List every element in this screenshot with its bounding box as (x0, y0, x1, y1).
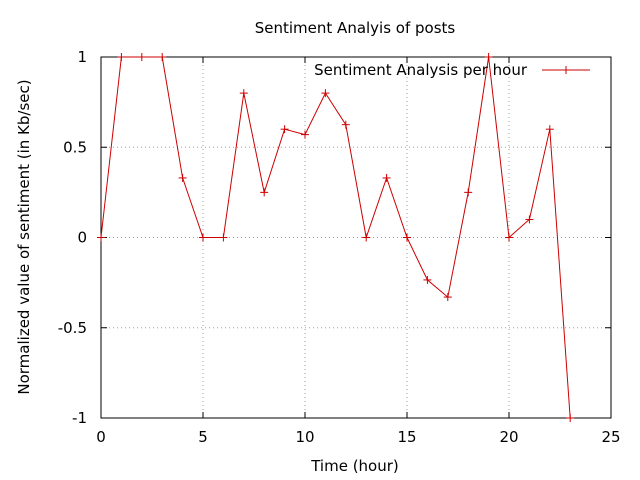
legend-label: Sentiment Analysis per hour (314, 61, 528, 79)
data-point-marker (280, 125, 289, 134)
data-point-marker (219, 233, 228, 242)
y-tick-label: -1 (72, 409, 87, 427)
data-point-marker (566, 414, 575, 422)
y-tick-label: 1 (77, 48, 87, 66)
legend-marker (562, 66, 570, 74)
x-tick-label: 10 (295, 428, 314, 446)
data-point-marker (362, 233, 371, 242)
x-tick-label: 5 (198, 428, 208, 446)
data-point-marker (464, 188, 473, 197)
data-point-marker (403, 233, 411, 242)
x-tick-label: 20 (499, 428, 518, 446)
data-point-marker (382, 173, 391, 182)
data-point-marker (199, 233, 207, 242)
x-axis-label: Time (hour) (310, 457, 399, 475)
x-tick-label: 25 (601, 428, 620, 446)
y-tick-label: 0.5 (63, 138, 87, 156)
y-tick-label: -0.5 (58, 319, 87, 337)
data-point-marker (97, 233, 105, 242)
data-point-marker (260, 188, 269, 197)
x-tick-label: 15 (397, 428, 416, 446)
series-line (100, 56, 571, 419)
data-point-marker (341, 120, 350, 129)
data-point-marker (117, 53, 126, 61)
data-point-marker (484, 53, 493, 61)
data-point-marker (525, 215, 534, 224)
data-point-marker (545, 125, 554, 134)
data-point-marker (178, 173, 187, 182)
data-point-marker (239, 89, 248, 98)
x-tick-label: 0 (96, 428, 106, 446)
data-point-marker (505, 233, 513, 242)
data-point-marker (158, 53, 167, 61)
y-tick-label: 0 (77, 229, 87, 247)
series-layer (97, 53, 575, 422)
data-point-marker (301, 130, 309, 139)
ticks-layer: 0 5 10 15 20 25 -1 -0.5 0 0.5 1 (58, 48, 621, 446)
data-point-marker (423, 275, 432, 284)
data-point-marker (137, 53, 146, 61)
data-point-marker (321, 89, 330, 98)
chart-title: Sentiment Analyis of posts (255, 19, 456, 37)
data-point-marker (443, 293, 452, 302)
legend: Sentiment Analysis per hour (314, 61, 590, 79)
grid-layer (101, 57, 611, 418)
y-axis-label: Normalized value of sentiment (in Kb/sec… (15, 79, 33, 394)
